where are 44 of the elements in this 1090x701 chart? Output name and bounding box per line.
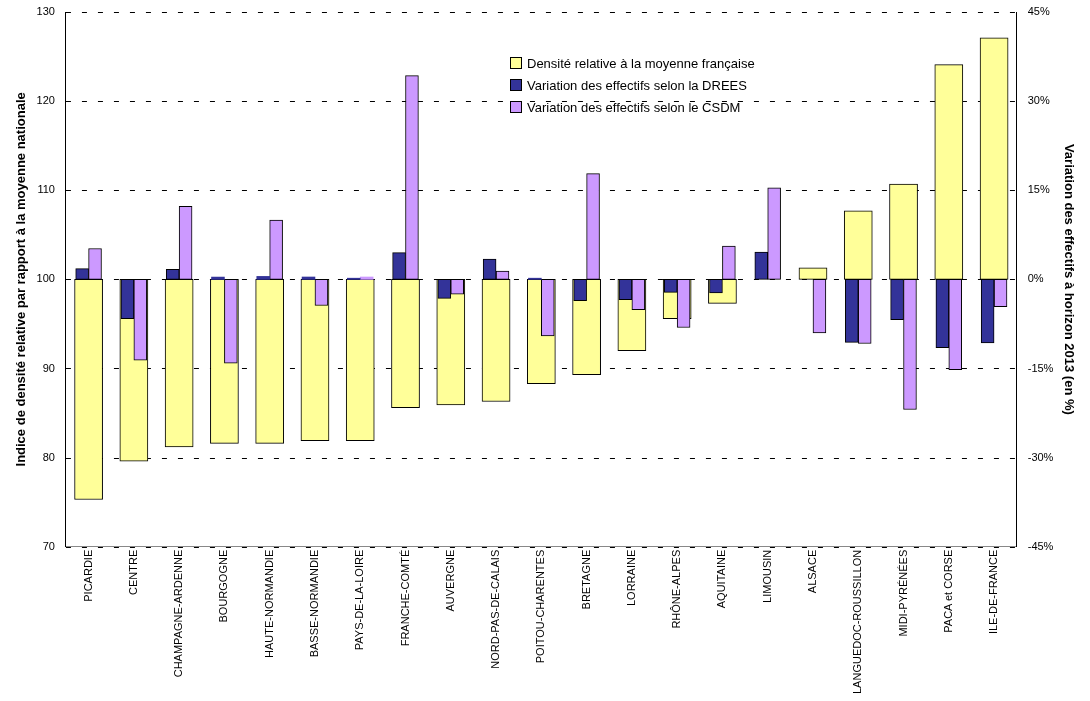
x-tick-label: RHÔNE-ALPES xyxy=(670,549,683,629)
x-tick-label: AQUITAINE xyxy=(715,549,728,609)
y-tick-label: 70 xyxy=(42,539,55,552)
y-tick-label: 130 xyxy=(36,5,55,18)
legend-label: Variation des effectifs selon la DREES xyxy=(527,77,747,93)
bar xyxy=(256,276,271,280)
y2-tick-label: -45% xyxy=(1027,539,1054,552)
x-tick-label: HAUTE-NORMANDIE xyxy=(262,549,275,658)
x-tick-label: BOURGOGNE xyxy=(217,549,230,623)
legend-label: Variation des effectifs selon le CSDM xyxy=(527,99,741,115)
x-tick-label: FRANCHE-COMTÉ xyxy=(398,549,411,647)
x-tick-label: LORRAINE xyxy=(624,549,637,606)
y2-tick-label: 0% xyxy=(1027,272,1044,285)
x-tick-label: CENTRE xyxy=(126,549,139,595)
y-tick-label: 90 xyxy=(42,361,55,374)
x-tick-label: NORD-PAS-DE-CALAIS xyxy=(489,549,502,669)
x-tick-label: BASSE-NORMANDIE xyxy=(307,549,320,658)
y-tick-label: 100 xyxy=(36,272,55,285)
y2-tick-label: -15% xyxy=(1027,361,1054,374)
x-tick-label: BRETAGNE xyxy=(579,549,592,610)
x-tick-label: MIDI-PYRÉNÉES xyxy=(896,549,909,637)
bar xyxy=(211,276,225,280)
x-tick-label: AUVERGNE xyxy=(443,549,456,612)
y2-tick-label: -30% xyxy=(1027,450,1054,463)
y-tick-label: 80 xyxy=(42,450,55,463)
x-tick-label: ILE-DE-FRANCE xyxy=(987,549,1000,635)
x-tick-label: PICARDIE xyxy=(81,549,94,602)
x-tick-label: CHAMPAGNE-ARDENNE xyxy=(172,549,185,678)
y-axis-title: Indice de densité relative par rapport à la moyenne nationale xyxy=(13,92,29,467)
y2-tick-label: 15% xyxy=(1027,183,1050,196)
legend-label: Densité relative à la moyenne française xyxy=(527,55,755,71)
x-tick-label: POITOU-CHARENTES xyxy=(534,549,547,664)
x-tick-label: LIMOUSIN xyxy=(760,549,773,603)
x-tick-label: LANGUEDOC-ROUSSILLON xyxy=(851,549,864,695)
bar xyxy=(359,276,374,280)
y-tick-label: 110 xyxy=(37,183,55,196)
y2-tick-label: 45% xyxy=(1027,5,1050,18)
y2-tick-label: 30% xyxy=(1027,94,1050,107)
bar xyxy=(301,276,316,280)
x-tick-label: PAYS-DE-LA-LOIRE xyxy=(353,549,366,651)
y-tick-label: 120 xyxy=(36,94,55,107)
x-tick-label: PACA et CORSE xyxy=(941,549,954,633)
x-tick-label: ALSACE xyxy=(806,549,819,594)
y2-axis-title: Variation des effectifs à horizon 2013 (en %) xyxy=(1061,143,1077,415)
